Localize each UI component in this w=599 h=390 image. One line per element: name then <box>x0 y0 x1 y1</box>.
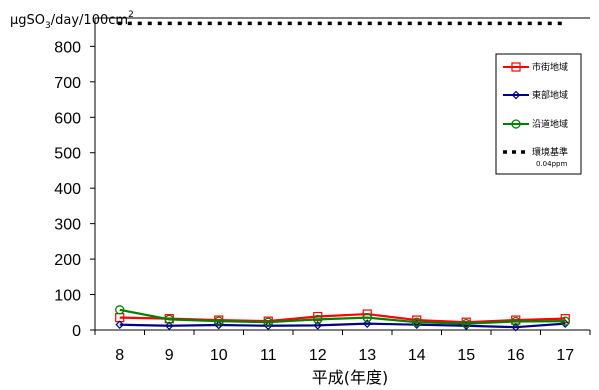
y-tick-label: 700 <box>54 75 81 92</box>
y-tick-label: 600 <box>54 110 81 127</box>
legend-reference-label: 環境基準 <box>532 146 568 158</box>
legend-marker <box>511 119 521 129</box>
x-tick-label: 11 <box>260 347 277 364</box>
y-tick-label: 100 <box>54 288 81 305</box>
data-point <box>263 321 273 331</box>
data-point <box>164 321 174 331</box>
data-point <box>313 321 323 330</box>
x-tick-label: 12 <box>309 347 327 364</box>
data-point <box>362 319 372 328</box>
x-axis-title: 平成(年度) <box>312 368 389 387</box>
data-point <box>164 314 174 325</box>
legend-box <box>495 53 582 175</box>
data-point <box>511 322 521 332</box>
x-tick-label: 9 <box>165 347 174 364</box>
data-point <box>560 316 570 326</box>
y-tick-label: 0 <box>72 323 81 340</box>
x-tick-label: 16 <box>507 347 525 364</box>
data-point <box>313 311 323 322</box>
y-ticks: 0 100 200 300 400 500 600 700 800 <box>54 39 95 340</box>
y-tick-label: 400 <box>54 181 81 198</box>
data-point <box>560 314 570 324</box>
data-point <box>412 317 422 327</box>
data-point <box>362 312 372 323</box>
x-tick-label: 13 <box>358 347 376 364</box>
data-point <box>560 319 570 328</box>
data-point <box>115 320 125 330</box>
legend-marker <box>511 90 521 100</box>
legend-label: 東部地域 <box>532 89 568 101</box>
x-tick-label: 10 <box>210 347 228 364</box>
data-point <box>263 317 273 327</box>
data-point <box>115 305 125 315</box>
x-tick-label: 15 <box>457 347 475 364</box>
series-line <box>119 322 566 329</box>
series-3 <box>115 305 570 329</box>
x-tick-label: 8 <box>115 347 124 364</box>
data-point <box>214 316 224 326</box>
legend-label: 市街地域 <box>532 61 568 73</box>
y-tick-label: 300 <box>54 217 81 234</box>
x-ticks: 8 9 10 11 12 13 14 15 16 17 <box>94 330 591 364</box>
data-point <box>412 320 422 330</box>
series-group <box>115 305 570 332</box>
data-point <box>461 318 471 329</box>
legend-marker <box>511 62 521 72</box>
x-tick-label: 14 <box>408 347 426 364</box>
y-tick-label: 500 <box>54 146 81 163</box>
data-point <box>313 314 323 325</box>
y-tick-label: 200 <box>54 252 81 269</box>
series-line <box>119 308 566 325</box>
y-tick-label: 800 <box>54 39 81 56</box>
data-point <box>511 316 521 327</box>
legend-label: 沿道地域 <box>532 118 568 130</box>
x-tick-label: 17 <box>556 347 574 364</box>
y-axis-title: μgSO3/day/100cm2 <box>10 10 134 31</box>
legend-reference-sublabel: 0.04ppm <box>536 160 567 168</box>
